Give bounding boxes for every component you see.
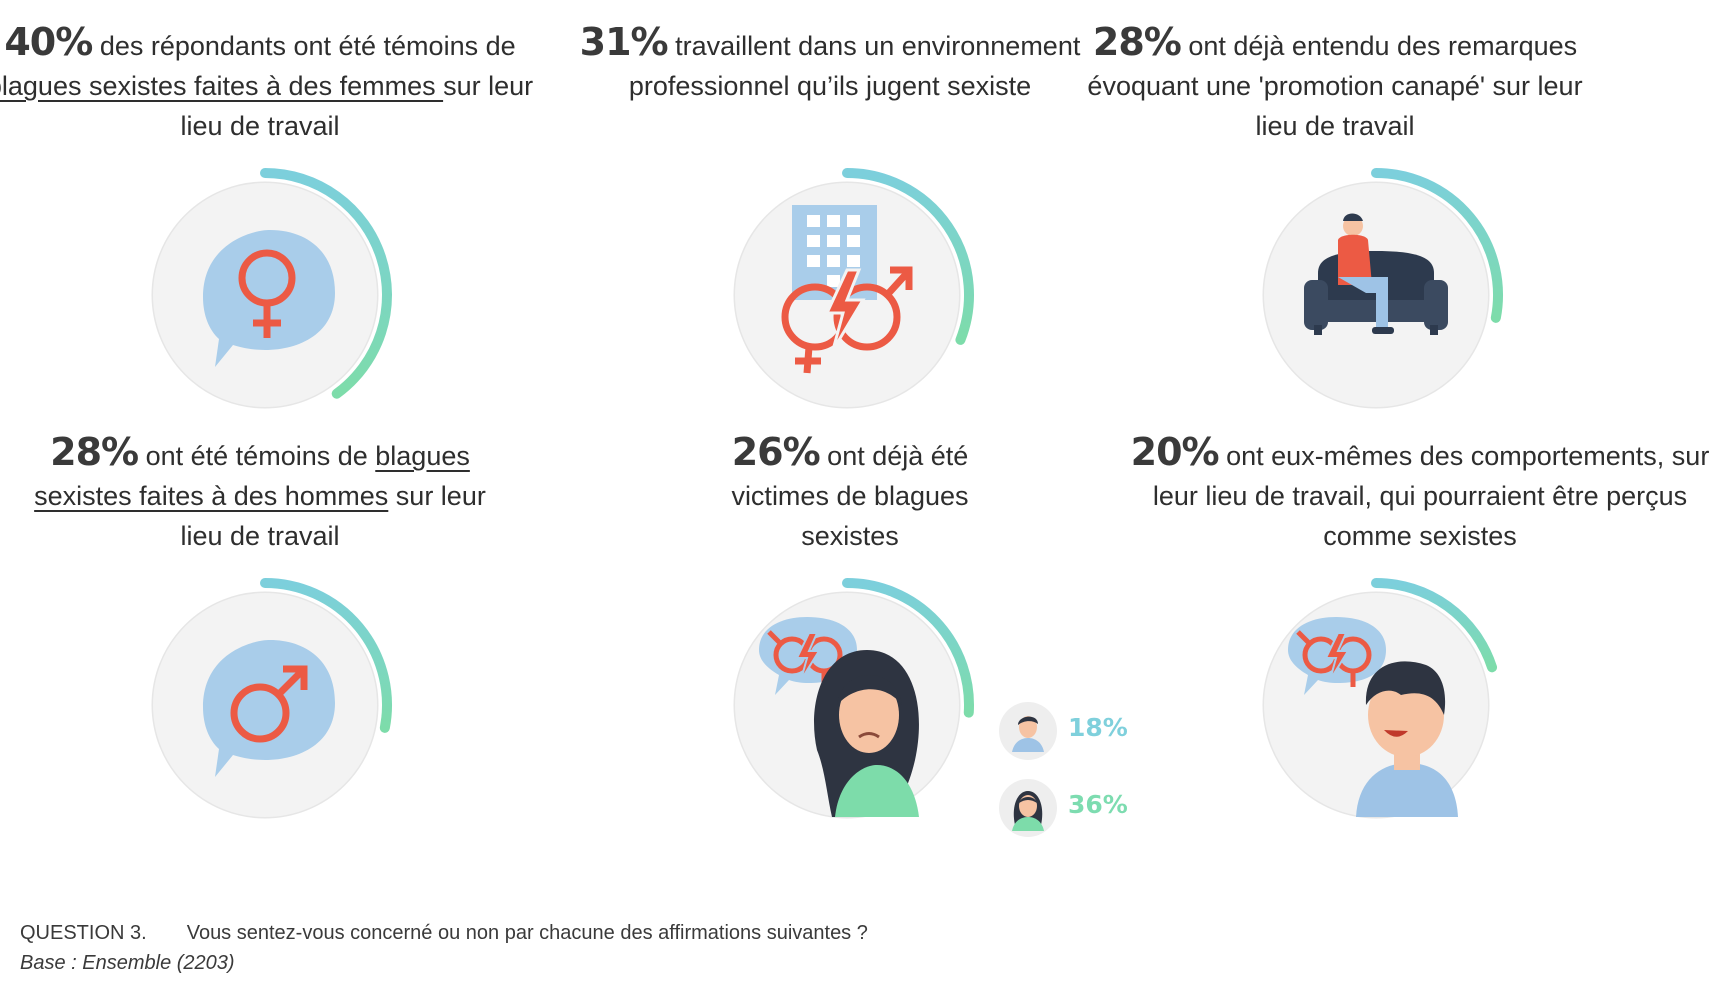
stat-caption-3: 28% ont déjà entendu des remarques évoqu… [1087,20,1583,141]
smiling-man-speech-bubble-icon [1264,593,1488,817]
stat-percent-1: 40% [4,20,93,64]
ring-progress-arc [842,168,974,345]
progress-ring-6 [1262,578,1498,819]
stat-caption-5: 26% ont déjà été victimes de blagues sex… [731,430,969,551]
progress-ring-4 [151,578,392,819]
progress-ring-5 [733,578,974,819]
breakdown-women-value: 36% [1068,790,1128,819]
ring-progress-arc [1371,168,1503,323]
stat-percent-6: 20% [1130,430,1220,474]
ring-progress-arc [1371,578,1498,673]
man-avatar-icon [999,702,1057,760]
question-label: QUESTION 3. [20,922,147,944]
man-on-couch-icon [1264,183,1488,407]
ring-progress-arc [260,168,392,399]
stat-percent-5: 26% [731,430,821,474]
stat-caption-6: 20% ont eux-mêmes des comportements, sur… [1130,430,1710,551]
progress-ring-1 [151,168,392,409]
stat-percent-3: 28% [1092,20,1182,64]
sad-woman-speech-bubble-icon [735,593,959,817]
ring-progress-arc [260,578,392,733]
stat-percent-2: 31% [579,20,669,64]
stat-caption-1: 40% des répondants ont été témoins de bl… [0,20,534,141]
ring-progress-arc [842,578,974,718]
building-gender-conflict-icon [735,183,959,407]
stat-percent-4: 28% [50,430,139,474]
question-line: QUESTION 3. Vous sentez-vous concerné ou … [20,922,868,945]
stat-caption-4: 28% ont été témoins de blagues sexistes … [34,430,486,551]
question-text: Vous sentez-vous concerné ou non par cha… [186,922,868,944]
progress-ring-2 [733,168,974,409]
stat-caption-2: 31% travaillent dans un environnement pr… [579,20,1081,101]
male-symbol-speech-bubble-icon [153,593,377,817]
progress-ring-3 [1262,168,1503,409]
breakdown-men-value: 18% [1068,713,1128,742]
female-symbol-speech-bubble-icon [153,183,377,407]
base-note: Base : Ensemble (2203) [20,952,235,974]
woman-avatar-icon [999,779,1057,837]
